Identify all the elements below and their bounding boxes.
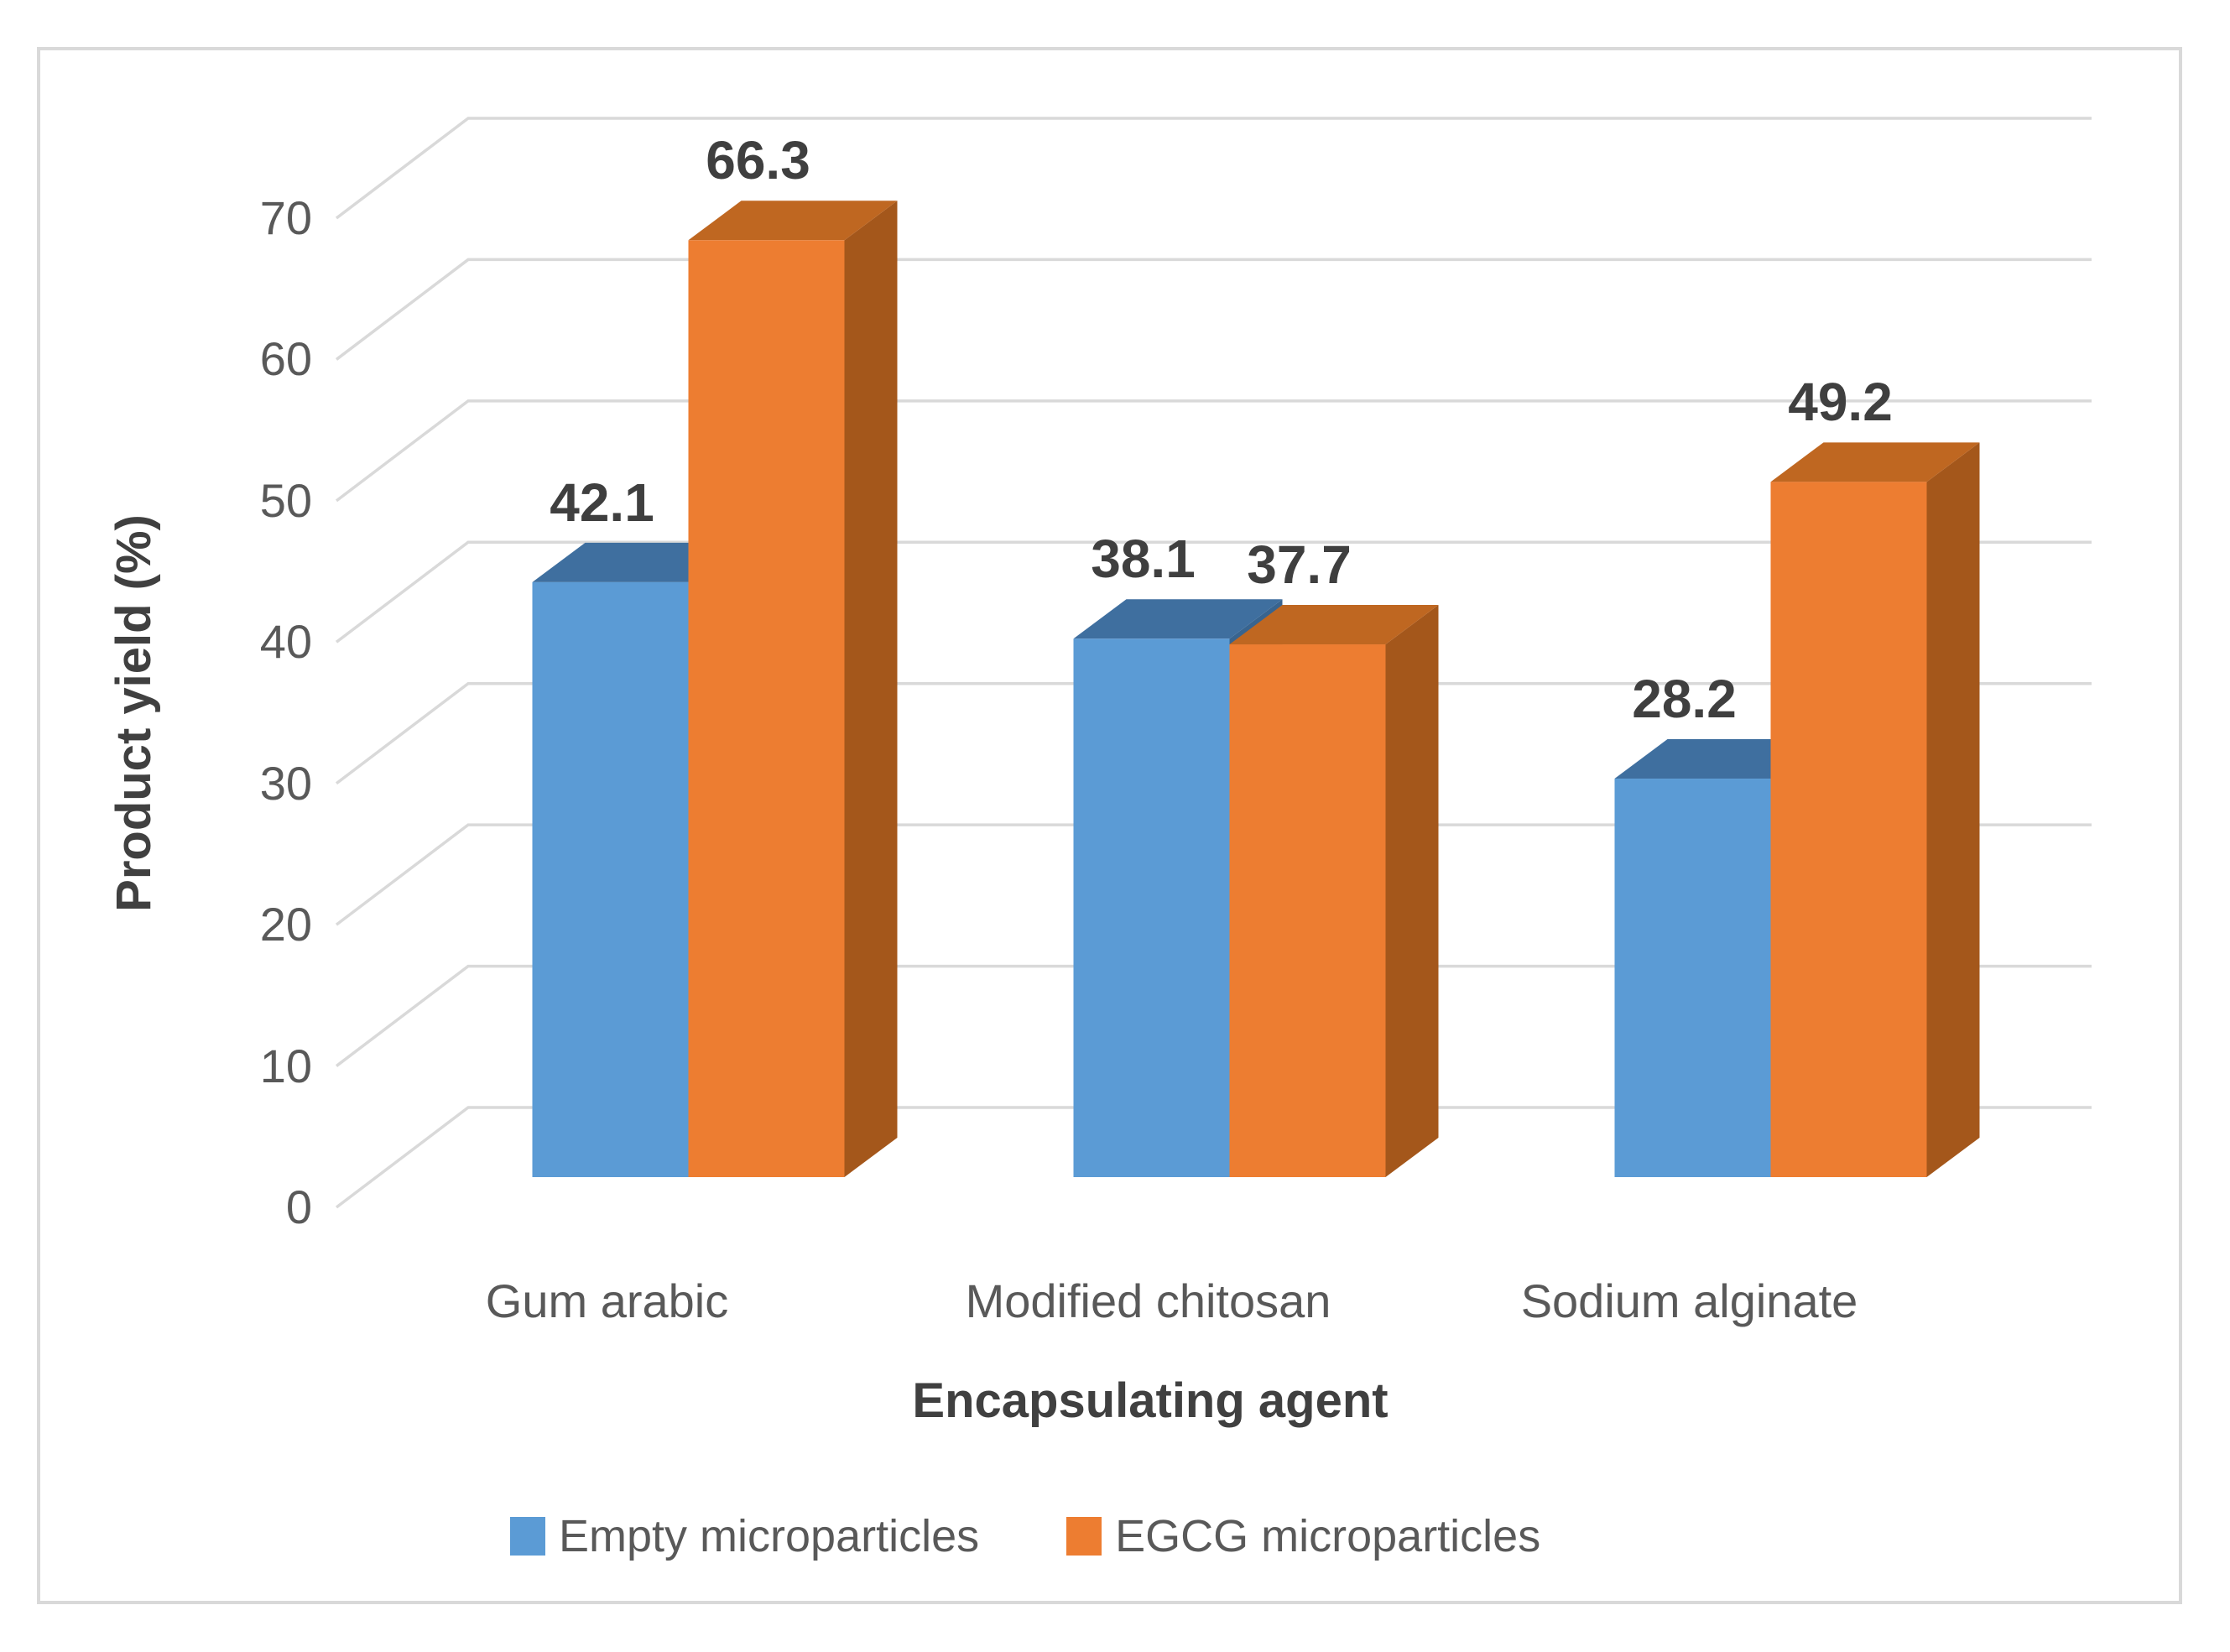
- bar-top: [688, 201, 898, 241]
- bar-front: [688, 240, 845, 1178]
- bar-side: [1385, 605, 1439, 1177]
- gridline: [335, 258, 2092, 361]
- bar-front: [1229, 644, 1386, 1177]
- legend-swatch-blue: [510, 1517, 545, 1556]
- y-tick-label: 50: [259, 473, 312, 527]
- legend-label: Empty microparticles: [559, 1511, 980, 1561]
- bar-side: [844, 201, 898, 1178]
- gridline: [335, 823, 2092, 926]
- gridline: [335, 399, 2092, 503]
- gridline: [335, 964, 2092, 1067]
- gridline: [335, 681, 2092, 785]
- value-label: 28.2: [1632, 669, 1737, 730]
- legend-item-egcg-microparticles: EGCG microparticles: [1066, 1510, 1540, 1562]
- y-tick-label: 60: [259, 332, 312, 386]
- y-axis-title: Product yield (%): [107, 514, 161, 912]
- value-label: 49.2: [1788, 372, 1893, 433]
- category-label: Sodium alginate: [1520, 1274, 1858, 1327]
- gridline: [335, 540, 2092, 644]
- legend-swatch-orange: [1066, 1517, 1102, 1556]
- category-label: Gum arabic: [485, 1274, 729, 1327]
- legend: Empty microparticles EGCG microparticles: [510, 1510, 1540, 1562]
- legend-label: EGCG microparticles: [1115, 1511, 1541, 1561]
- bar-side: [1926, 442, 1980, 1177]
- gridline: [335, 117, 2092, 220]
- bar-top: [1770, 442, 1980, 482]
- bar-front: [532, 581, 689, 1177]
- y-tick-label: 30: [259, 756, 312, 810]
- bar-front: [1614, 779, 1771, 1177]
- y-tick-label: 0: [285, 1180, 312, 1233]
- bar-top: [1073, 599, 1283, 639]
- y-tick-label: 70: [259, 190, 312, 244]
- bar-front: [1770, 482, 1927, 1177]
- y-tick-label: 40: [259, 615, 312, 669]
- y-tick-label: 10: [259, 1039, 312, 1092]
- value-label: 42.1: [550, 472, 654, 533]
- bar-front: [1073, 638, 1230, 1177]
- x-axis-title: Encapsulating agent: [912, 1373, 1389, 1428]
- category-label: Modified chitosan: [965, 1274, 1331, 1327]
- gridline: [335, 1106, 2092, 1209]
- value-label: 38.1: [1091, 529, 1196, 590]
- value-label: 66.3: [706, 130, 810, 191]
- value-label: 37.7: [1247, 534, 1352, 596]
- legend-item-empty-microparticles: Empty microparticles: [510, 1510, 979, 1562]
- y-tick-label: 20: [259, 898, 312, 951]
- bar-top: [1229, 605, 1439, 645]
